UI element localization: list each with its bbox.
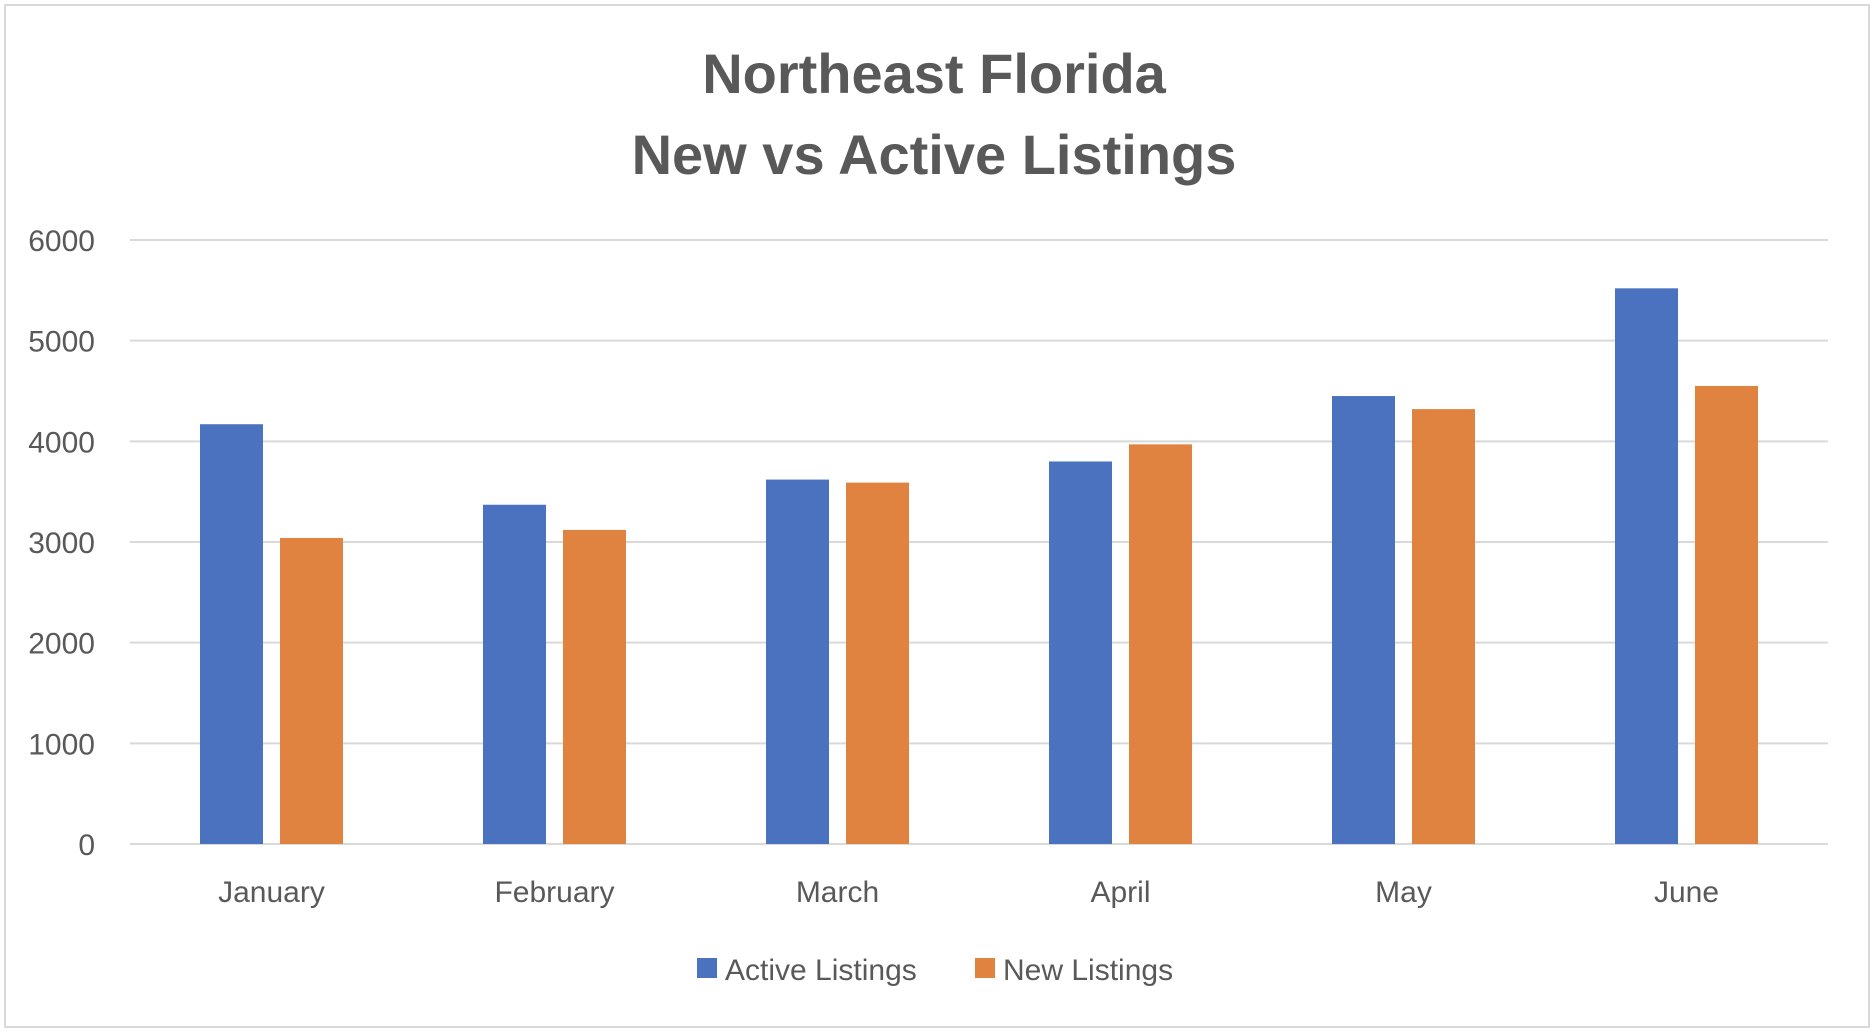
bar-new-listings-june [1695, 385, 1758, 844]
y-axis-tick-labels: 0 1000 2000 3000 4000 5000 6000 [28, 225, 95, 862]
x-tick-label: March [796, 876, 879, 909]
chart-frame [4, 4, 1870, 1028]
x-tick-label: June [1654, 876, 1719, 909]
bar-active-listings-january [200, 424, 263, 844]
y-tick-label: 3000 [28, 527, 95, 560]
y-tick-label: 2000 [28, 628, 95, 661]
y-tick-label: 4000 [28, 426, 95, 459]
legend-swatch [975, 958, 995, 978]
y-tick-label: 6000 [28, 225, 95, 258]
bar-active-listings-february [483, 504, 546, 844]
chart-title-line-1: Northeast Florida [702, 42, 1166, 105]
x-axis-tick-labels: January February March April May June [218, 876, 1719, 909]
x-tick-label: January [218, 876, 325, 909]
y-tick-label: 1000 [28, 728, 95, 761]
bar-new-listings-may [1412, 409, 1475, 844]
bars [200, 288, 1758, 844]
y-tick-label: 0 [78, 829, 95, 862]
x-tick-label: February [494, 876, 614, 909]
chart-title-line-2: New vs Active Listings [632, 123, 1237, 186]
bar-active-listings-april [1049, 461, 1112, 844]
bar-new-listings-april [1129, 444, 1192, 844]
bar-new-listings-march [846, 482, 909, 844]
bar-new-listings-february [563, 529, 626, 844]
gridlines [130, 239, 1828, 845]
x-tick-label: May [1375, 876, 1432, 909]
legend-label: New Listings [1003, 954, 1173, 987]
bar-active-listings-june [1615, 288, 1678, 844]
legend: Active Listings New Listings [697, 954, 1173, 987]
bar-active-listings-may [1332, 396, 1395, 844]
bar-new-listings-january [280, 537, 343, 844]
y-tick-label: 5000 [28, 326, 95, 359]
legend-label: Active Listings [725, 954, 917, 987]
legend-swatch [697, 958, 717, 978]
chart-title: Northeast Florida New vs Active Listings [632, 42, 1237, 186]
x-tick-label: April [1090, 876, 1150, 909]
bar-active-listings-march [766, 479, 829, 844]
